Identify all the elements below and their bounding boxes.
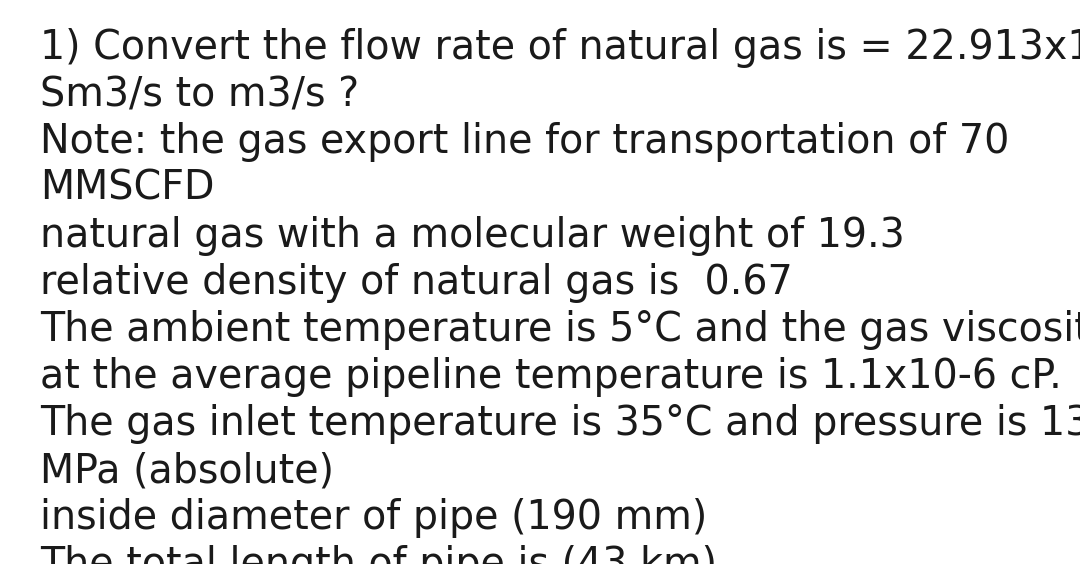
Text: The ambient temperature is 5°C and the gas viscosity: The ambient temperature is 5°C and the g… [40, 310, 1080, 350]
Text: MPa (absolute): MPa (absolute) [40, 451, 334, 491]
Text: at the average pipeline temperature is 1.1x10-6 cP.: at the average pipeline temperature is 1… [40, 357, 1062, 397]
Text: Sm3/s to m3/s ?: Sm3/s to m3/s ? [40, 75, 360, 115]
Text: The total length of pipe is (43 km): The total length of pipe is (43 km) [40, 545, 717, 564]
Text: inside diameter of pipe (190 mm): inside diameter of pipe (190 mm) [40, 498, 707, 538]
Text: Note: the gas export line for transportation of 70: Note: the gas export line for transporta… [40, 122, 1010, 162]
Text: natural gas with a molecular weight of 19.3: natural gas with a molecular weight of 1… [40, 216, 905, 256]
Text: relative density of natural gas is  0.67: relative density of natural gas is 0.67 [40, 263, 793, 303]
Text: 1) Convert the flow rate of natural gas is = 22.913x10: 1) Convert the flow rate of natural gas … [40, 28, 1080, 68]
Text: MMSCFD: MMSCFD [40, 169, 215, 209]
Text: The gas inlet temperature is 35°C and pressure is 13.0: The gas inlet temperature is 35°C and pr… [40, 404, 1080, 444]
